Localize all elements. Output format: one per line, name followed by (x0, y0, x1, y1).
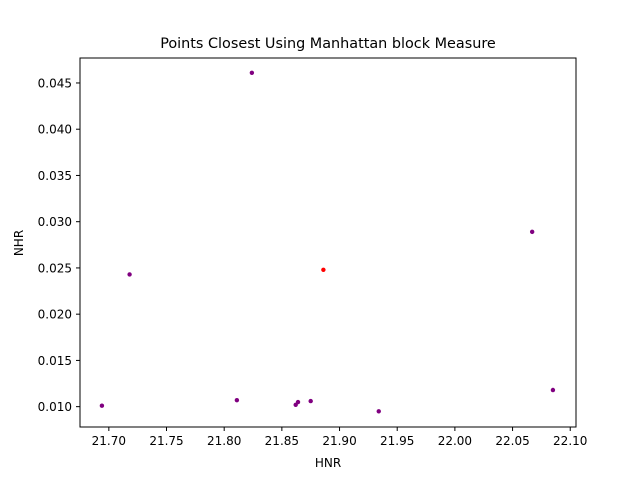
y-tick-label: 0.040 (38, 123, 72, 137)
data-point (127, 272, 132, 277)
y-tick-label: 0.010 (38, 400, 72, 414)
y-tick-label: 0.015 (38, 354, 72, 368)
x-tick-label: 21.85 (265, 434, 299, 448)
x-axis-ticks: 21.70 21.75 21.80 21.85 21.90 21.95 22.00 22.05… (92, 427, 587, 448)
x-tick-label: 22.00 (438, 434, 472, 448)
y-axis-label: NHR (12, 230, 26, 256)
x-axis-label: HNR (315, 456, 341, 470)
x-tick-label: 21.75 (149, 434, 183, 448)
points-layer (99, 70, 556, 414)
x-tick-label: 21.90 (322, 434, 356, 448)
x-tick-label: 21.70 (92, 434, 126, 448)
y-tick-label: 0.030 (38, 215, 72, 229)
data-point (99, 403, 105, 408)
y-tick-label: 0.045 (38, 76, 72, 90)
data-point (234, 397, 240, 403)
chart-title: Points Closest Using Manhattan block Mea… (160, 36, 496, 52)
x-tick-label: 22.10 (553, 434, 587, 448)
data-point (550, 387, 556, 393)
data-point (529, 229, 535, 235)
y-tick-label: 0.020 (38, 308, 72, 322)
data-point (321, 267, 326, 272)
data-point (295, 399, 301, 405)
x-tick-label: 21.95 (380, 434, 414, 448)
y-axis-ticks: 0.010 0.015 0.020 0.025 0.030 0.035 0.040 0.045 (38, 76, 80, 414)
plot-frame (79, 57, 577, 428)
data-point (308, 398, 313, 404)
y-tick-label: 0.035 (38, 169, 72, 183)
x-tick-label: 21.80 (207, 434, 241, 448)
y-tick-label: 0.025 (38, 261, 72, 275)
x-tick-label: 22.05 (495, 434, 529, 448)
data-point (376, 409, 381, 414)
data-point (249, 70, 255, 75)
